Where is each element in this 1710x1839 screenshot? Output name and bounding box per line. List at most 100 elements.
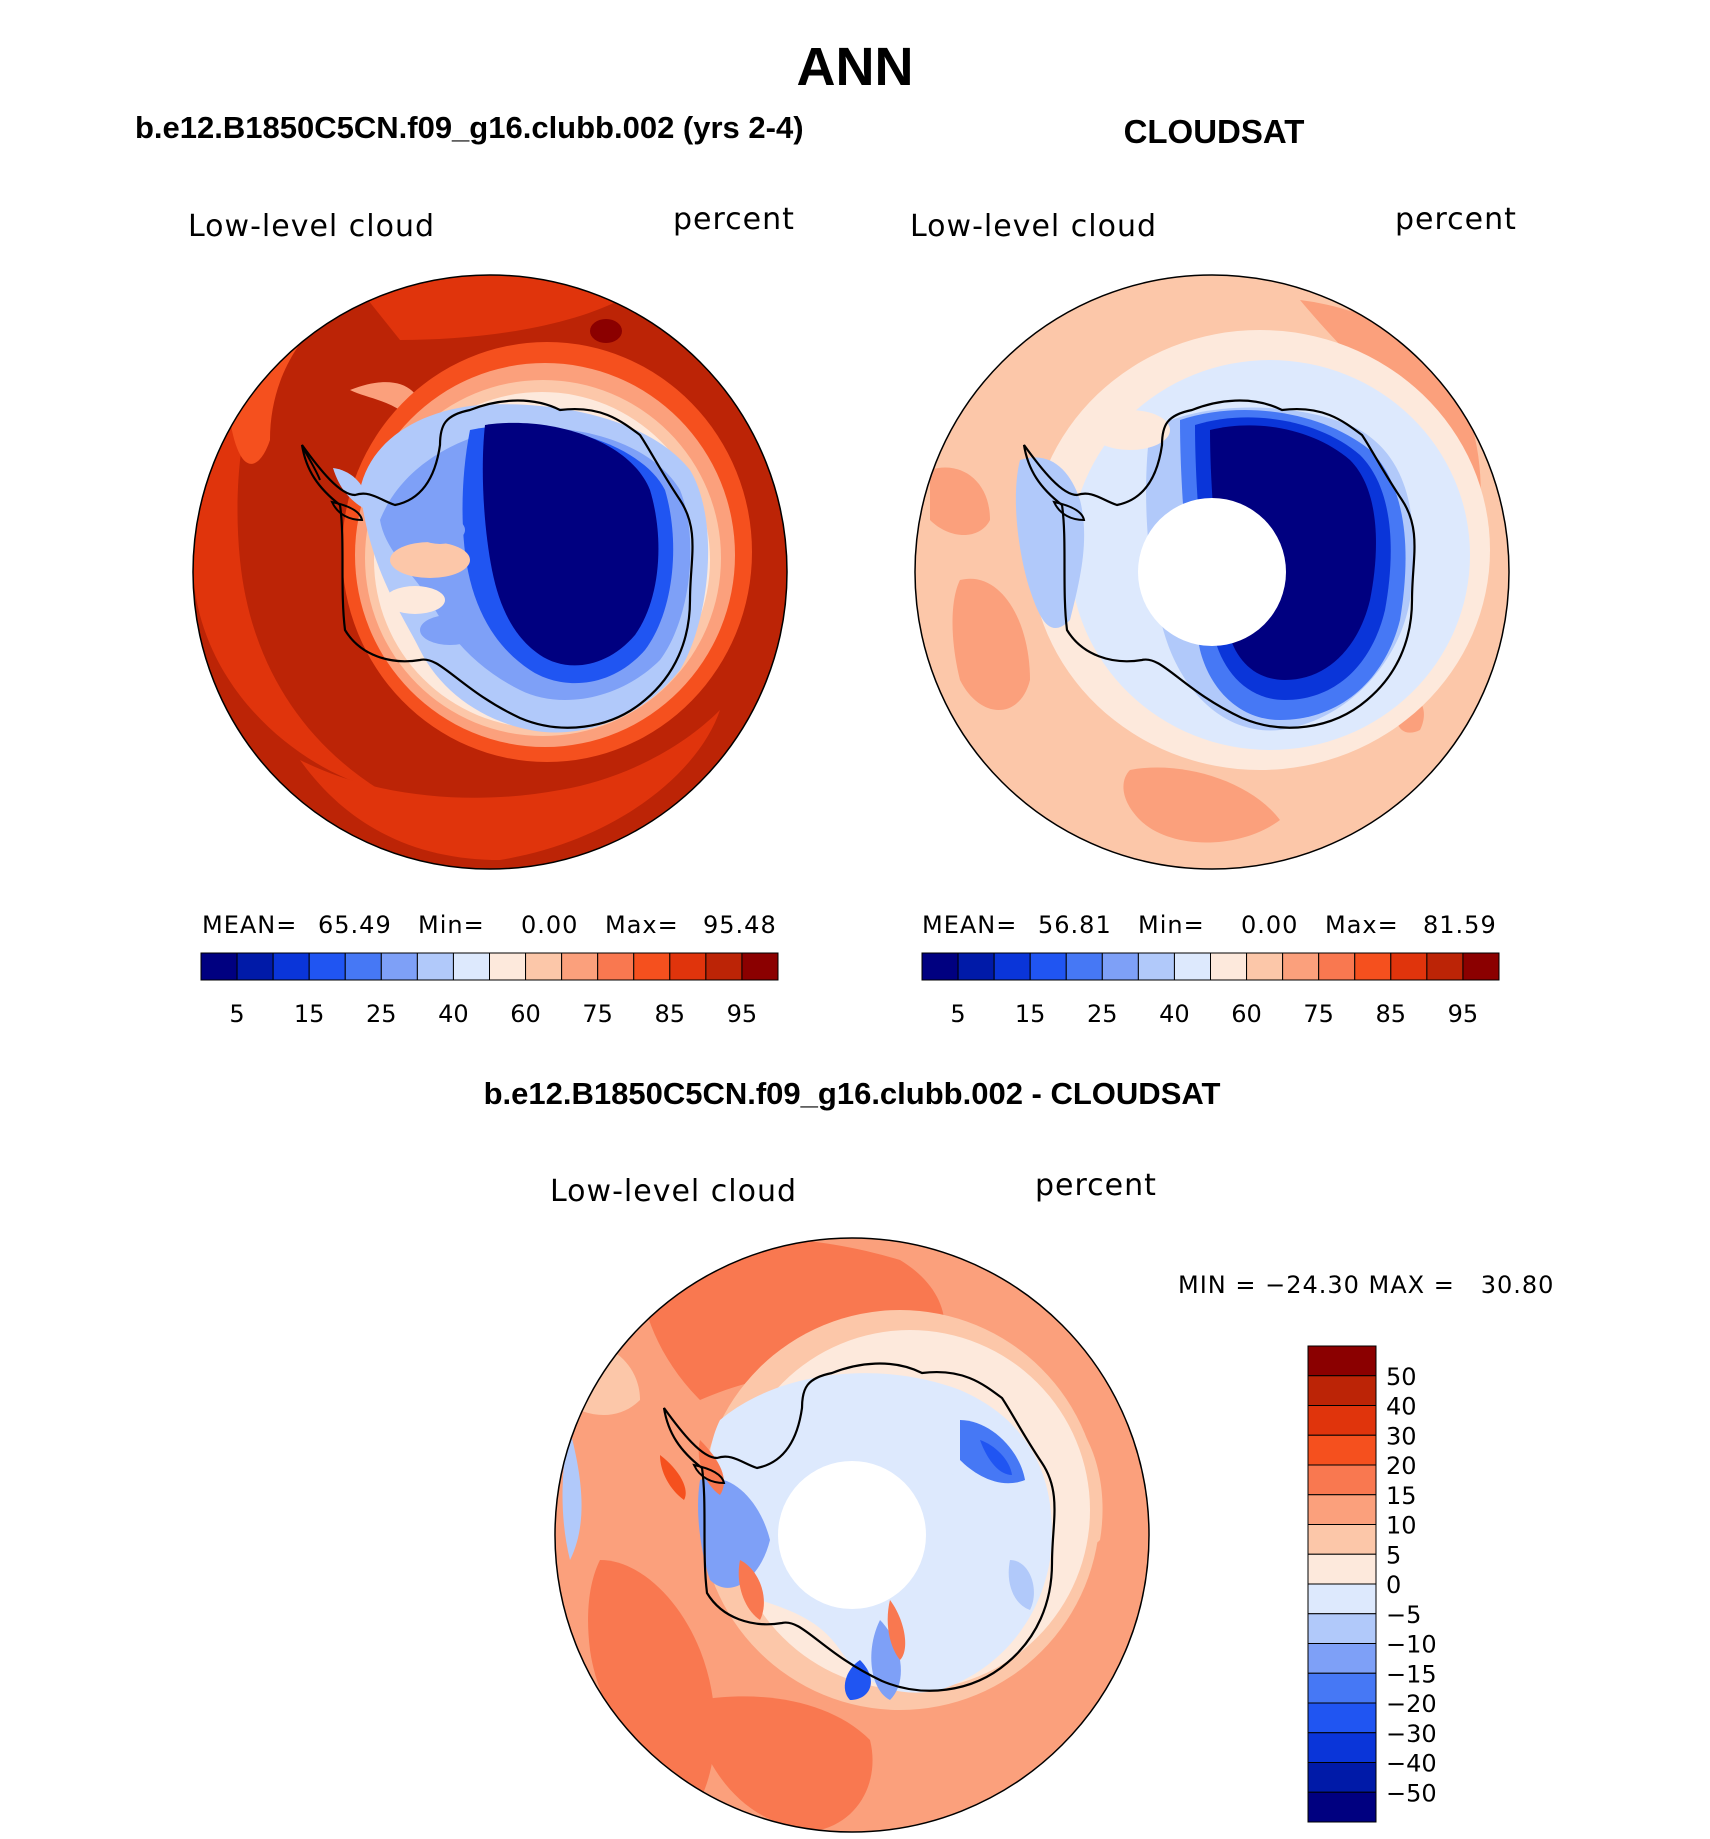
panel2-colorbar-swatch [1173,952,1211,981]
panel2-mean-value: 56.81 [1038,911,1112,939]
panel2-colorbar-swatch [1282,952,1320,981]
panel3-colorbar-swatch [1307,1553,1377,1585]
panel1-max-value: 95.48 [703,911,777,939]
panel1-colorbar-tick-label: 25 [366,1000,397,1028]
panel3-colorbar-tick-label: 5 [1386,1541,1401,1569]
panel3-colorbar-swatch [1307,1762,1377,1793]
panel3-min-max-text: MIN = −24.30 MAX = 30.80 [1178,1271,1555,1299]
panel3-colorbar-tick-label: −20 [1386,1690,1437,1718]
panel2-colorbar-swatch [1354,952,1392,981]
panel1-colorbar-swatch [525,952,563,981]
panel3-colorbar-swatch [1307,1524,1377,1555]
panel2-colorbar-swatch [1390,952,1428,981]
panel3-colorbar-swatch [1307,1494,1377,1525]
panel3-colorbar-swatch [1307,1375,1377,1406]
panel1-units-label: percent [673,202,795,237]
panel1-min-label: Min= [418,911,485,939]
panel3-colorbar-tick-label: −15 [1386,1660,1437,1688]
panel2-min-label: Min= [1138,911,1205,939]
panel3-colorbar-swatch [1307,1464,1377,1496]
panel3-colorbar-tick-label: 10 [1386,1512,1417,1540]
panel1-colorbar: 5 15 25 40 60 75 85 95 [200,952,779,1028]
panel1-colorbar-tick-label: 60 [510,1000,541,1028]
panel1-colorbar-tick-label: 75 [582,1000,613,1028]
panel2-max-label: Max= [1325,911,1399,939]
panel3-colorbar-tick-label: 20 [1386,1452,1417,1480]
panel1-colorbar-swatch [416,952,454,981]
panel3-colorbar-tick-label: −30 [1386,1720,1437,1748]
panel2-colorbar-swatch [1318,952,1356,981]
panel2-variable-label: Low-level cloud [910,209,1158,244]
panel3-case-title: b.e12.B1850C5CN.f09_g16.clubb.002 - CLOU… [483,1076,1221,1111]
panel1-colorbar-tick-label: 95 [727,1000,758,1028]
panel1-colorbar-tick-label: 15 [294,1000,325,1028]
figure-title: ANN [796,37,914,97]
panel2-colorbar-swatch [1426,952,1464,981]
panel1-max-label: Max= [605,911,679,939]
panel1-colorbar-swatch [308,952,346,981]
panel3-colorbar-swatch [1307,1732,1377,1763]
panel2-colorbar-swatch [1246,952,1284,981]
panel2-case-title: CLOUDSAT [1123,113,1305,150]
panel3-colorbar-tick-label: −50 [1386,1779,1437,1807]
panel2-colorbar-tick-label: 60 [1231,1000,1262,1028]
panel2-colorbar-swatch [1065,952,1103,981]
panel3-colorbar-swatch [1307,1613,1377,1644]
panel3-colorbar-tick-label: −40 [1386,1750,1437,1778]
panel2-colorbar-swatch [993,952,1031,981]
panel2-max-value: 81.59 [1423,911,1497,939]
panel2-colorbar-swatch [957,952,995,981]
panel1-colorbar-swatch [272,952,310,981]
panel3-colorbar-swatch [1307,1643,1377,1674]
panel3-colorbar-tick-label: 15 [1386,1482,1417,1510]
panel3-colorbar-tick-label: −5 [1386,1601,1421,1629]
panel2-colorbar-swatch [921,952,959,981]
panel1-colorbar-tick-label: 5 [229,1000,244,1028]
panel3-map [555,1238,1149,1832]
panel1-colorbar-swatch [236,952,274,981]
panel2-colorbar-tick-label: 25 [1087,1000,1118,1028]
panel1-colorbar-swatch [705,952,743,981]
panel1-colorbar-swatch [597,952,635,981]
panel1-mean-label: MEAN= [202,911,298,939]
panel2-colorbar-tick-label: 85 [1376,1000,1407,1028]
panel1-case-title: b.e12.B1850C5CN.f09_g16.clubb.002 (yrs 2… [135,110,804,145]
panel1-colorbar-swatch [561,952,599,981]
panel3-colorbar-swatch [1307,1791,1377,1823]
panel1-colorbar-swatch [200,952,238,981]
panel2-colorbar-tick-label: 15 [1015,1000,1046,1028]
panel3-variable-label: Low-level cloud [550,1174,798,1209]
panel2-colorbar-tick-label: 75 [1303,1000,1334,1028]
panel1-colorbar-tick-label: 85 [655,1000,686,1028]
panel2-mean-label: MEAN= [922,911,1018,939]
panel2-units-label: percent [1395,202,1517,237]
panel1-colorbar-swatch [669,952,707,981]
panel1-colorbar-tick-label: 40 [438,1000,469,1028]
panel3-colorbar-swatch [1307,1583,1377,1615]
panel3-colorbar-tick-label: 50 [1386,1363,1417,1391]
panel1-map [193,275,787,869]
panel2-colorbar-tick-label: 5 [950,1000,965,1028]
panel1-colorbar-swatch [741,952,779,981]
panel3-colorbar-swatch [1307,1345,1377,1377]
panel3-colorbar-tick-label: −10 [1386,1631,1437,1659]
panel3-colorbar-tick-label: 30 [1386,1422,1417,1450]
panel3-colorbar-tick-label: 0 [1386,1571,1401,1599]
panel1-colorbar-swatch [380,952,418,981]
panel1-colorbar-swatch [452,952,490,981]
panel2-colorbar: 5 15 25 40 60 75 85 95 [921,952,1500,1028]
panel3-colorbar-swatch [1307,1702,1377,1734]
panel2-min-value: 0.00 [1241,911,1299,939]
panel3-colorbar-swatch [1307,1434,1377,1466]
panel2-colorbar-swatch [1029,952,1067,981]
panel3-colorbar-swatch [1307,1672,1377,1704]
panel1-mean-value: 65.49 [318,911,392,939]
panel2-colorbar-tick-label: 40 [1159,1000,1190,1028]
panel3-units-label: percent [1035,1168,1157,1203]
panel2-map [915,275,1509,869]
panel2-colorbar-swatch [1210,952,1248,981]
panel2-colorbar-swatch [1462,952,1500,981]
panel2-colorbar-swatch [1101,952,1139,981]
